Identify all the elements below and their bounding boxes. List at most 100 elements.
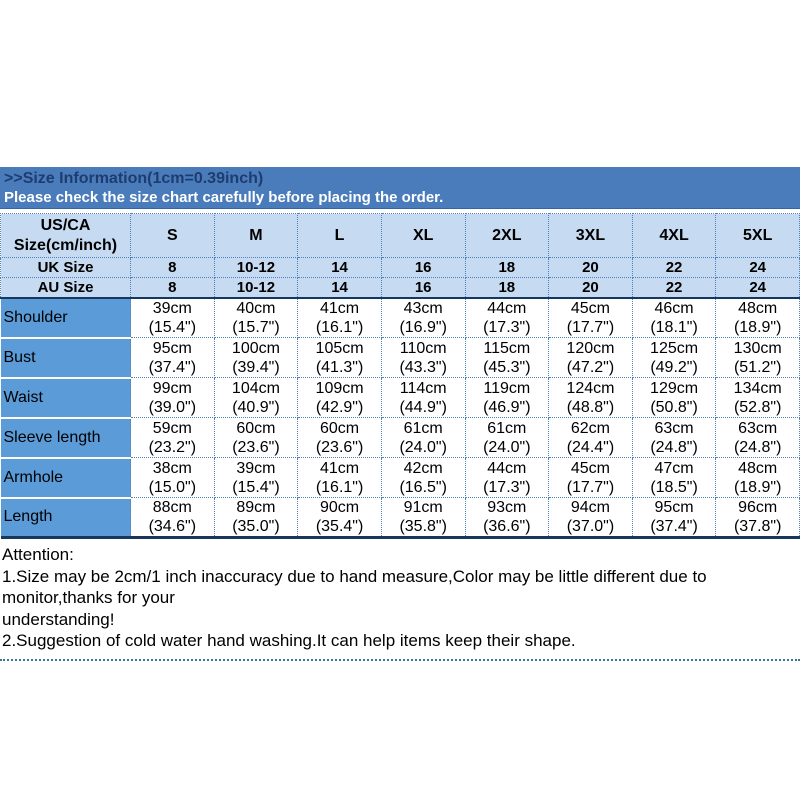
size-header-row: US/CA Size(cm/inch) S M L XL 2XL 3XL 4XL… xyxy=(0,213,800,258)
au-size-value: 20 xyxy=(548,277,633,299)
bottom-divider xyxy=(0,658,800,661)
measurement-value: 39cm (15.4") xyxy=(213,457,299,498)
measurement-value: 109cm (42.9") xyxy=(297,377,382,418)
attention-heading: Attention: xyxy=(2,545,74,564)
measurement-row-length: Length 88cm (34.6") 89cm (35.0") 90cm (3… xyxy=(0,496,800,539)
measurement-value: 110cm (43.3") xyxy=(380,337,466,378)
measurement-value: 134cm (52.8") xyxy=(715,377,800,418)
measurement-value: 125cm (49.2") xyxy=(631,337,717,378)
measurement-value: 99cm (39.0") xyxy=(130,377,215,418)
measurement-value: 105cm (41.3") xyxy=(297,337,382,378)
measurement-value: 45cm (17.7") xyxy=(548,297,633,338)
measurement-value: 90cm (35.4") xyxy=(297,497,382,539)
measurement-value: 94cm (37.0") xyxy=(548,497,633,539)
measurement-row-waist: Waist 99cm (39.0") 104cm (40.9") 109cm (… xyxy=(0,376,800,418)
au-size-value: 10-12 xyxy=(213,277,299,299)
attention-line-3: 2.Suggestion of cold water hand washing.… xyxy=(2,631,576,650)
au-size-value: 22 xyxy=(631,277,717,299)
measurement-value: 95cm (37.4") xyxy=(130,337,215,378)
size-column-header-l: L xyxy=(297,213,382,258)
measurement-value: 95cm (37.4") xyxy=(631,497,717,539)
measurement-value: 93cm (36.6") xyxy=(464,497,550,539)
attention-line-1: 1.Size may be 2cm/1 inch inaccuracy due … xyxy=(2,566,707,608)
size-chart-image: >>Size Information(1cm=0.39inch) Please … xyxy=(0,167,800,661)
measurement-value: 63cm (24.8") xyxy=(631,417,717,458)
size-unit-header: US/CA Size(cm/inch) xyxy=(0,213,131,258)
uk-size-value: 8 xyxy=(130,257,215,278)
measurement-label: Bust xyxy=(0,336,131,378)
measurement-value: 104cm (40.9") xyxy=(213,377,299,418)
measurement-value: 41cm (16.1") xyxy=(297,297,382,338)
measurement-value: 96cm (37.8") xyxy=(715,497,800,539)
measurement-value: 63cm (24.8") xyxy=(715,417,800,458)
uk-size-label: UK Size xyxy=(0,257,131,278)
measurement-value: 42cm (16.5") xyxy=(380,457,466,498)
measurement-value: 100cm (39.4") xyxy=(213,337,299,378)
au-size-value: 16 xyxy=(380,277,466,299)
measurement-value: 48cm (18.9") xyxy=(715,457,800,498)
size-column-header-4xl: 4XL xyxy=(631,213,717,258)
measurement-row-shoulder: Shoulder 39cm (15.4") 40cm (15.7") 41cm … xyxy=(0,296,800,338)
au-size-row: AU Size 8 10-12 14 16 18 20 22 24 xyxy=(0,277,800,299)
measurement-value: 60cm (23.6") xyxy=(297,417,382,458)
measurement-value: 61cm (24.0") xyxy=(464,417,550,458)
uk-size-value: 10-12 xyxy=(213,257,299,278)
measurement-value: 115cm (45.3") xyxy=(464,337,550,378)
size-column-header-3xl: 3XL xyxy=(548,213,633,258)
measurement-value: 62cm (24.4") xyxy=(548,417,633,458)
measurement-value: 59cm (23.2") xyxy=(130,417,215,458)
measurement-value: 38cm (15.0") xyxy=(130,457,215,498)
measurement-value: 60cm (23.6") xyxy=(213,417,299,458)
au-size-value: 24 xyxy=(715,277,800,299)
measurement-label: Shoulder xyxy=(0,296,131,338)
measurement-value: 48cm (18.9") xyxy=(715,297,800,338)
measurement-value: 43cm (16.9") xyxy=(380,297,466,338)
measurement-value: 129cm (50.8") xyxy=(631,377,717,418)
measurement-value: 46cm (18.1") xyxy=(631,297,717,338)
banner-subtitle: Please check the size chart carefully be… xyxy=(4,189,444,206)
measurement-row-sleeve-length: Sleeve length 59cm (23.2") 60cm (23.6") … xyxy=(0,416,800,458)
measurement-value: 40cm (15.7") xyxy=(213,297,299,338)
au-size-value: 8 xyxy=(130,277,215,299)
measurement-row-armhole: Armhole 38cm (15.0") 39cm (15.4") 41cm (… xyxy=(0,456,800,498)
measurement-value: 124cm (48.8") xyxy=(548,377,633,418)
uk-size-row: UK Size 8 10-12 14 16 18 20 22 24 xyxy=(0,257,800,278)
size-column-header-5xl: 5XL xyxy=(715,213,800,258)
measurement-value: 119cm (46.9") xyxy=(464,377,550,418)
measurement-value: 88cm (34.6") xyxy=(130,497,215,539)
uk-size-value: 24 xyxy=(715,257,800,278)
measurement-label: Waist xyxy=(0,376,131,418)
size-column-header-m: M xyxy=(213,213,299,258)
measurement-value: 130cm (51.2") xyxy=(715,337,800,378)
measurement-value: 44cm (17.3") xyxy=(464,297,550,338)
size-info-banner: >>Size Information(1cm=0.39inch) Please … xyxy=(0,167,800,209)
uk-size-value: 22 xyxy=(631,257,717,278)
au-size-value: 14 xyxy=(297,277,382,299)
measurement-value: 41cm (16.1") xyxy=(297,457,382,498)
measurement-value: 114cm (44.9") xyxy=(380,377,466,418)
uk-size-value: 16 xyxy=(380,257,466,278)
au-size-label: AU Size xyxy=(0,277,131,299)
measurement-value: 120cm (47.2") xyxy=(548,337,633,378)
measurement-value: 45cm (17.7") xyxy=(548,457,633,498)
size-column-header-2xl: 2XL xyxy=(464,213,550,258)
banner-title: >>Size Information(1cm=0.39inch) xyxy=(4,170,264,187)
measurement-label: Sleeve length xyxy=(0,416,131,458)
uk-size-value: 20 xyxy=(548,257,633,278)
au-size-value: 18 xyxy=(464,277,550,299)
size-column-header-s: S xyxy=(130,213,215,258)
uk-size-value: 14 xyxy=(297,257,382,278)
size-chart-table: US/CA Size(cm/inch) S M L XL 2XL 3XL 4XL… xyxy=(0,213,800,539)
measurement-value: 39cm (15.4") xyxy=(130,297,215,338)
measurement-value: 44cm (17.3") xyxy=(464,457,550,498)
measurement-row-bust: Bust 95cm (37.4") 100cm (39.4") 105cm (4… xyxy=(0,336,800,378)
uk-size-value: 18 xyxy=(464,257,550,278)
measurement-value: 89cm (35.0") xyxy=(213,497,299,539)
attention-note: Attention: 1.Size may be 2cm/1 inch inac… xyxy=(0,544,800,652)
measurement-label: Length xyxy=(0,496,131,539)
measurement-label: Armhole xyxy=(0,456,131,498)
size-column-header-xl: XL xyxy=(380,213,466,258)
measurement-value: 61cm (24.0") xyxy=(380,417,466,458)
measurement-value: 47cm (18.5") xyxy=(631,457,717,498)
attention-line-2: understanding! xyxy=(2,609,115,629)
